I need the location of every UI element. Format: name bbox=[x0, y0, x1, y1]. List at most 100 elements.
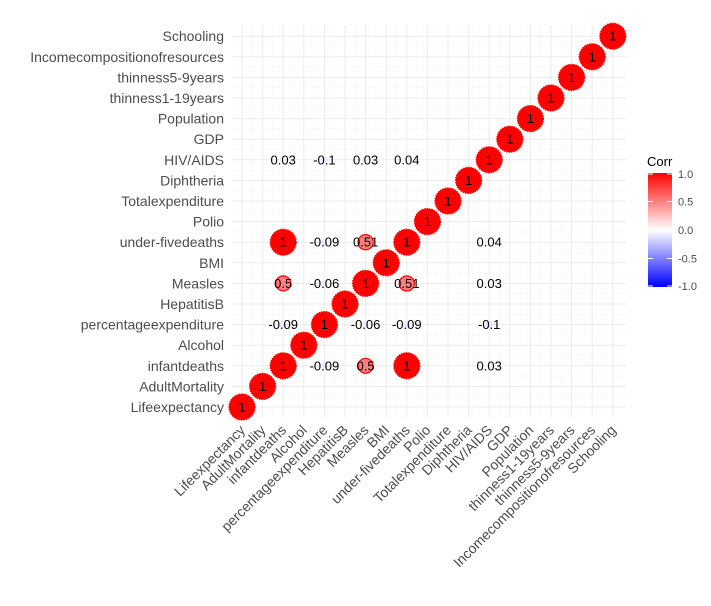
cell-marker-hiv-aids-under-fivedeaths bbox=[486, 239, 493, 246]
cell-label-infantdeaths-percentageexpenditure: -0.09 bbox=[268, 317, 298, 332]
cell-marker-measles-hiv-aids bbox=[362, 157, 369, 163]
x-axis: LifeexpectancyAdultMortalityinfantdeaths… bbox=[171, 422, 619, 570]
y-tick-label-thinness1-19years: thinness1-19years bbox=[110, 90, 224, 106]
cell-marker-measles-percentageexpenditure bbox=[362, 321, 369, 328]
cell-marker-percentageexpenditure-percentageexpenditure bbox=[310, 311, 338, 339]
cell-label-hiv-aids-hiv-aids: 1 bbox=[486, 152, 493, 167]
cell-label-percentageexpenditure-percentageexpenditure: 1 bbox=[321, 317, 328, 332]
cell-label-bmi-bmi: 1 bbox=[383, 255, 390, 270]
cell-label-measles-measles: 1 bbox=[362, 276, 369, 291]
y-tick-label-alcohol: Alcohol bbox=[178, 337, 224, 353]
cell-label-gdp-gdp: 1 bbox=[506, 132, 513, 147]
cell-label-hiv-aids-under-fivedeaths: 0.04 bbox=[477, 235, 502, 250]
cell-label-population-population: 1 bbox=[527, 111, 534, 126]
y-tick-label-hiv-aids: HIV/AIDS bbox=[164, 152, 224, 168]
y-tick-label-adultmortality: AdultMortality bbox=[139, 378, 224, 394]
cell-label-under-fivedeaths-measles: 0.51 bbox=[394, 276, 419, 291]
cell-label-infantdeaths-hiv-aids: 0.03 bbox=[271, 152, 296, 167]
cell-marker-thinness1-19years-thinness1-19years bbox=[537, 84, 565, 112]
cell-label-adultmortality-adultmortality: 1 bbox=[259, 379, 266, 394]
cell-marker-population-population bbox=[516, 104, 545, 133]
cell-marker-alcohol-alcohol bbox=[290, 331, 318, 359]
cell-label-hiv-aids-measles: 0.03 bbox=[477, 276, 502, 291]
cell-marker-gdp-gdp bbox=[496, 125, 524, 153]
cell-marker-under-fivedeaths-percentageexpenditure bbox=[403, 321, 411, 328]
grid bbox=[232, 25, 626, 417]
cell-label-under-fivedeaths-infantdeaths: 1 bbox=[403, 358, 410, 373]
cell-marker-percentageexpenditure-under-fivedeaths bbox=[321, 238, 328, 246]
cell-label-percentageexpenditure-hiv-aids: -0.1 bbox=[313, 152, 335, 167]
cell-label-measles-under-fivedeaths: 0.51 bbox=[353, 235, 378, 250]
cell-label-infantdeaths-measles: 0.5 bbox=[274, 276, 292, 291]
cell-marker-hiv-aids-hiv-aids bbox=[475, 146, 503, 174]
cell-label-under-fivedeaths-under-fivedeaths: 1 bbox=[403, 235, 410, 250]
cell-marker-under-fivedeaths-infantdeaths bbox=[393, 352, 421, 380]
cell-label-infantdeaths-under-fivedeaths: 1 bbox=[280, 235, 287, 250]
cell-label-under-fivedeaths-percentageexpenditure: -0.09 bbox=[392, 317, 422, 332]
cell-marker-hiv-aids-percentageexpenditure bbox=[485, 321, 493, 329]
y-tick-label-measles: Measles bbox=[172, 275, 224, 291]
cell-label-diphtheria-diphtheria: 1 bbox=[465, 173, 472, 188]
cell-label-percentageexpenditure-under-fivedeaths: -0.09 bbox=[310, 235, 340, 250]
cell-marker-totalexpenditure-totalexpenditure bbox=[434, 187, 462, 215]
y-tick-label-lifeexpectancy: Lifeexpectancy bbox=[131, 399, 224, 415]
cell-label-percentageexpenditure-infantdeaths: -0.09 bbox=[310, 358, 340, 373]
cell-label-alcohol-alcohol: 1 bbox=[300, 338, 307, 353]
cell-marker-incomecompositionofresources-incomecompositionofresources bbox=[578, 43, 606, 71]
cell-marker-schooling-schooling bbox=[599, 22, 627, 50]
cell-marker-hiv-aids-infantdeaths bbox=[486, 363, 492, 369]
y-tick-label-bmi: BMI bbox=[199, 255, 224, 271]
y-tick-label-percentageexpenditure: percentageexpenditure bbox=[81, 317, 224, 333]
y-tick-label-incomecompositionofresources: Incomecompositionofresources bbox=[30, 49, 224, 65]
cell-label-measles-hiv-aids: 0.03 bbox=[353, 152, 378, 167]
cell-marker-hepatitisb-hepatitisb bbox=[331, 290, 359, 318]
cell-label-schooling-schooling: 1 bbox=[609, 29, 616, 44]
cell-marker-thinness5-9years-thinness5-9years bbox=[557, 63, 586, 92]
legend: Corr 1.0 0.5 0.0 -0.5 -1.0 bbox=[647, 154, 697, 293]
y-tick-label-population: Population bbox=[158, 111, 224, 127]
legend-tick-label: 1.0 bbox=[678, 169, 693, 181]
cell-marker-infantdeaths-under-fivedeaths bbox=[269, 228, 297, 256]
cell-marker-infantdeaths-measles bbox=[275, 275, 292, 292]
cell-label-polio-polio: 1 bbox=[424, 214, 431, 229]
legend-tick-label: -1.0 bbox=[678, 281, 697, 293]
legend-title: Corr bbox=[647, 154, 673, 169]
y-axis: Lifeexpectancy AdultMortality infantdeaths… bbox=[30, 28, 224, 415]
cell-marker-under-fivedeaths-under-fivedeaths bbox=[393, 228, 421, 256]
cell-marker-percentageexpenditure-measles bbox=[321, 280, 328, 287]
cell-marker-measles-infantdeaths bbox=[357, 357, 374, 374]
cell-marker-under-fivedeaths-hiv-aids bbox=[403, 156, 410, 163]
legend-tick-label: 0.0 bbox=[678, 225, 693, 237]
cell-label-measles-percentageexpenditure: -0.06 bbox=[351, 317, 381, 332]
cell-marker-measles-measles bbox=[352, 269, 380, 297]
cell-label-totalexpenditure-totalexpenditure: 1 bbox=[444, 194, 451, 209]
cell-label-under-fivedeaths-hiv-aids: 0.04 bbox=[394, 152, 419, 167]
cell-marker-infantdeaths-percentageexpenditure bbox=[279, 321, 287, 328]
y-tick-label-diphtheria: Diphtheria bbox=[160, 172, 224, 188]
cells: 1111111111111111111110.50.50.510.51-0.09… bbox=[228, 22, 627, 421]
cell-label-thinness1-19years-thinness1-19years: 1 bbox=[547, 91, 554, 106]
cell-label-measles-infantdeaths: 0.5 bbox=[357, 358, 375, 373]
cell-marker-percentageexpenditure-infantdeaths bbox=[321, 362, 328, 370]
cell-marker-adultmortality-adultmortality bbox=[249, 372, 277, 400]
cell-marker-infantdeaths-infantdeaths bbox=[269, 352, 297, 380]
cell-marker-diphtheria-diphtheria bbox=[455, 166, 483, 194]
y-tick-label-gdp: GDP bbox=[194, 131, 224, 147]
cell-marker-under-fivedeaths-measles bbox=[398, 275, 416, 292]
cell-label-hepatitisb-hepatitisb: 1 bbox=[341, 297, 348, 312]
cell-label-thinness5-9years-thinness5-9years: 1 bbox=[568, 70, 575, 85]
cell-marker-polio-polio bbox=[413, 208, 441, 236]
cell-marker-lifeexpectancy-lifeexpectancy bbox=[228, 393, 256, 421]
cell-label-hiv-aids-percentageexpenditure: -0.1 bbox=[478, 317, 500, 332]
legend-tick-label: 0.5 bbox=[678, 197, 693, 209]
y-tick-label-under-fivedeaths: under-fivedeaths bbox=[120, 234, 224, 250]
y-tick-label-polio: Polio bbox=[193, 214, 224, 230]
cell-label-lifeexpectancy-lifeexpectancy: 1 bbox=[238, 400, 245, 415]
cell-label-hiv-aids-infantdeaths: 0.03 bbox=[477, 358, 502, 373]
legend-tick-label: -0.5 bbox=[678, 254, 697, 266]
cell-label-incomecompositionofresources-incomecompositionofresources: 1 bbox=[589, 49, 596, 64]
y-tick-label-totalexpenditure: Totalexpenditure bbox=[121, 193, 224, 209]
cell-marker-bmi-bmi bbox=[372, 249, 400, 277]
